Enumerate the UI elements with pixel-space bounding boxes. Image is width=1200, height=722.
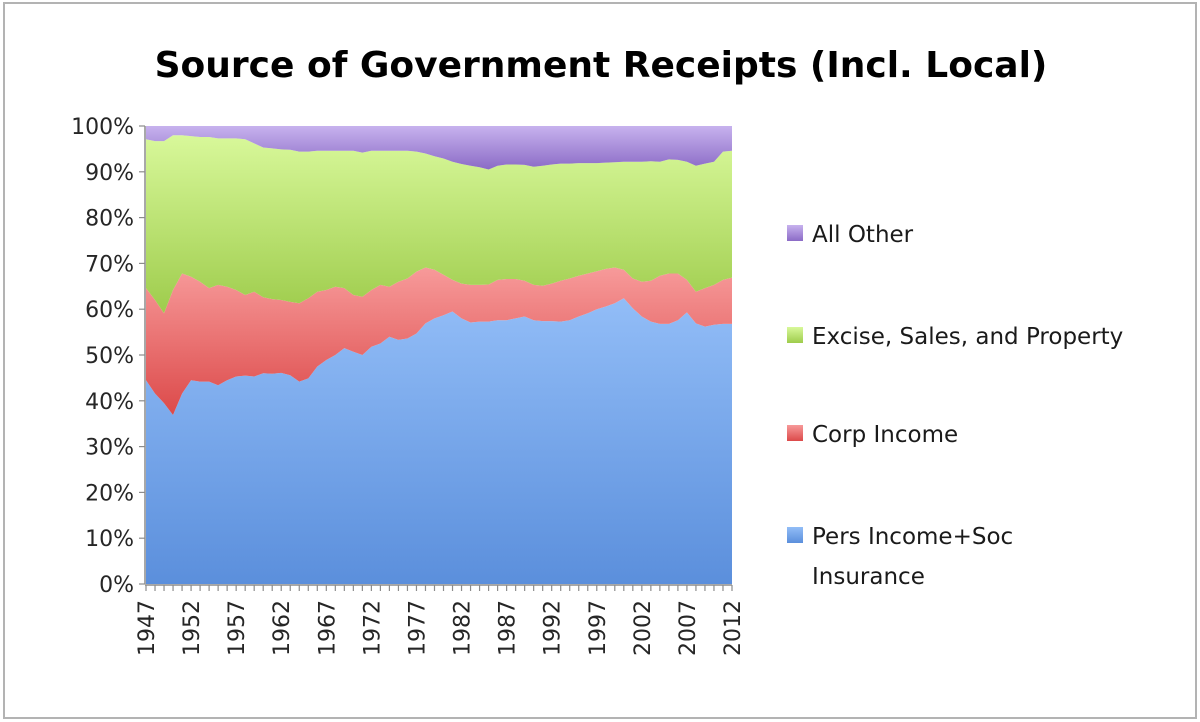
x-tick-label: 1987: [496, 600, 521, 656]
y-tick-label: 60%: [85, 298, 134, 323]
y-tick-label: 80%: [85, 207, 134, 232]
legend: All Other Excise, Sales, and Property Corp…: [787, 222, 1123, 590]
x-tick-label: 1992: [541, 600, 566, 656]
x-tick-label: 1972: [360, 600, 385, 656]
x-tick-label: 1982: [451, 600, 476, 656]
legend-label: All Other: [812, 222, 914, 248]
chart-title: Source of Government Receipts (Incl. Loc…: [155, 45, 1048, 86]
legend-label: Pers Income+Soc: [812, 524, 1013, 550]
legend-item-all-other: All Other: [787, 222, 914, 248]
legend-swatch: [787, 425, 803, 441]
legend-label: Insurance: [812, 564, 925, 590]
x-tick-label: 1977: [406, 600, 431, 656]
legend-label: Corp Income: [812, 422, 958, 448]
legend-item-excise-sales-and-property: Excise, Sales, and Property: [787, 324, 1123, 350]
y-tick-label: 30%: [85, 436, 134, 461]
y-tick-label: 90%: [85, 161, 134, 186]
y-tick-label: 50%: [85, 344, 134, 369]
y-tick-label: 70%: [85, 252, 134, 277]
area-series-group: [146, 126, 732, 584]
x-tick-label: 1962: [270, 600, 295, 656]
area-pers-income-soc-insurance: [146, 298, 732, 584]
legend-swatch: [787, 327, 803, 343]
area-corp-income: [146, 267, 732, 415]
legend-item-pers-income-soc-insurance: Pers Income+Soc Insurance: [787, 524, 1013, 590]
x-tick-label: 1967: [315, 600, 340, 656]
x-tick-label: 2007: [676, 600, 701, 656]
y-axis-ticks: 0% 10% 20% 30% 40% 50% 60% 70% 80% 90% 100%: [71, 115, 145, 598]
x-tick-label: 2002: [631, 600, 656, 656]
x-tick-label: 2012: [721, 600, 746, 656]
area-excise-sales-and-property: [146, 135, 732, 314]
x-tick-label: 1957: [225, 600, 250, 656]
area-all-other: [146, 126, 732, 170]
legend-swatch: [787, 527, 803, 543]
x-tick-label: 1997: [586, 600, 611, 656]
x-tick-label: 1952: [180, 600, 205, 656]
y-tick-label: 0%: [99, 573, 134, 598]
x-axis-ticks: 1947 1952 1957 1962 1967 1972 1977 1982 1987 1992…: [135, 585, 746, 656]
legend-swatch: [787, 225, 803, 241]
legend-item-corp-income: Corp Income: [787, 422, 958, 448]
y-tick-label: 10%: [85, 527, 134, 552]
x-tick-label: 1947: [135, 600, 160, 656]
y-tick-label: 40%: [85, 390, 134, 415]
y-tick-label: 20%: [85, 481, 134, 506]
legend-label: Excise, Sales, and Property: [812, 324, 1123, 350]
y-tick-label: 100%: [71, 115, 134, 140]
